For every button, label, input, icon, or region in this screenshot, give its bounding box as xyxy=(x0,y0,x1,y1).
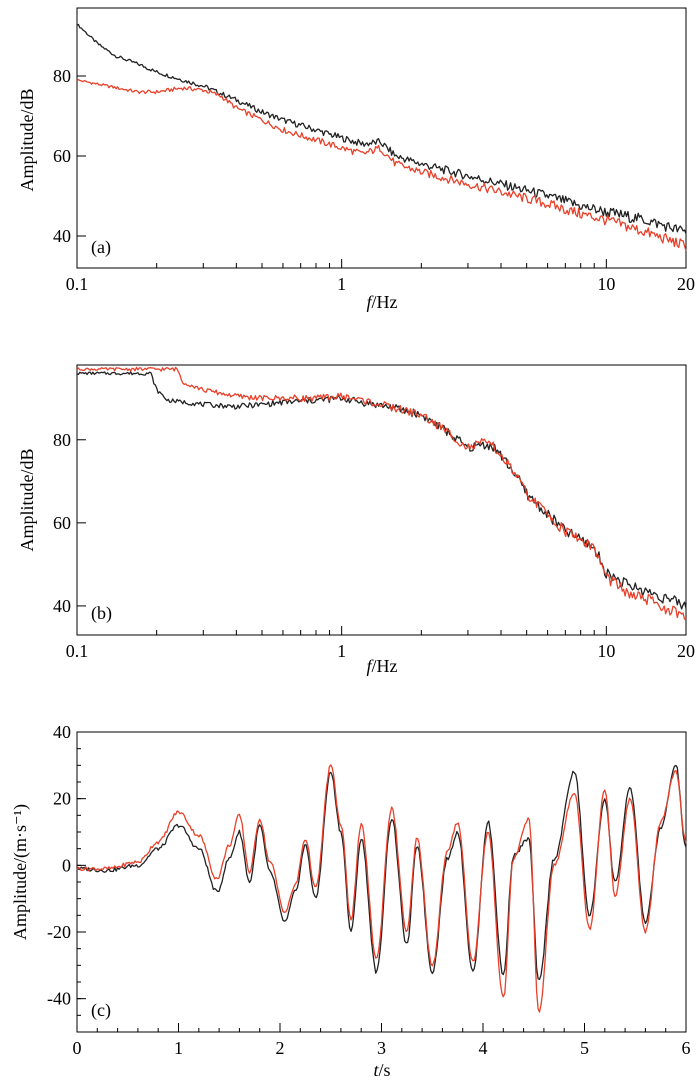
x-tick-label: 4 xyxy=(479,1038,488,1058)
panel-c-x-axis-unit: /s xyxy=(379,1060,391,1080)
panel-a-label: (a) xyxy=(91,237,111,258)
panel-b-x-axis-title: f/Hz xyxy=(366,656,397,676)
panel-a-x-axis-unit: /Hz xyxy=(372,292,398,312)
panel-c-series xyxy=(76,764,687,1013)
series-red-line xyxy=(76,764,687,1013)
panel-c-label: (c) xyxy=(91,1000,111,1021)
x-tick-label: 2 xyxy=(276,1038,285,1058)
panel-c-ticks: 0 1 2 3 4 5 6 -40 -20 0 20 40 xyxy=(47,722,691,1058)
x-tick-label: 0.1 xyxy=(66,274,89,294)
panel-c-x-axis-title: t/s xyxy=(373,1060,390,1080)
series-black-line xyxy=(76,371,687,610)
series-black-line xyxy=(76,23,687,234)
panel-b-label: (b) xyxy=(91,603,112,624)
panel-a-x-axis-title: f/Hz xyxy=(366,292,397,312)
y-tick-label: 80 xyxy=(53,430,71,450)
panel-b-x-axis-var: f xyxy=(366,656,374,676)
panel-a-frame xyxy=(76,7,687,269)
y-tick-label: -40 xyxy=(47,989,71,1009)
panel-a-ticks: 0.1 1 10 20 40 60 80 xyxy=(53,66,695,294)
panel-b-y-axis-title: Amplitude/dB xyxy=(17,449,37,552)
series-red-line xyxy=(76,79,687,252)
x-tick-label: 10 xyxy=(597,641,615,661)
y-tick-label: 40 xyxy=(53,722,71,742)
x-tick-label: 5 xyxy=(580,1038,589,1058)
y-tick-label: 60 xyxy=(53,513,71,533)
panel-c-x-axis-var: t xyxy=(373,1060,379,1080)
x-tick-label: 0 xyxy=(73,1038,82,1058)
panel-b-series xyxy=(76,366,687,620)
panel-a-series xyxy=(76,23,687,252)
x-tick-label: 20 xyxy=(677,274,695,294)
panel-b-x-axis-unit: /Hz xyxy=(372,656,398,676)
y-tick-label: 20 xyxy=(53,789,71,809)
x-tick-label: 1 xyxy=(174,1038,183,1058)
panel-c-y-axis-title: Amplitude/(m·s⁻¹) xyxy=(10,804,31,940)
y-tick-label: 80 xyxy=(53,66,71,86)
panel-a-x-axis-var: f xyxy=(366,292,374,312)
x-tick-label: 10 xyxy=(597,274,615,294)
series-red-line xyxy=(76,366,687,620)
panel-a-y-axis-title: Amplitude/dB xyxy=(17,89,37,192)
panel-c: 0 1 2 3 4 5 6 -40 -20 0 20 40 (c) Amplitude/(m·s⁻¹)… xyxy=(10,722,691,1080)
y-tick-label: 60 xyxy=(53,146,71,166)
x-tick-label: 1 xyxy=(337,274,346,294)
x-tick-label: 3 xyxy=(377,1038,386,1058)
x-tick-label: 20 xyxy=(677,641,695,661)
panel-b: 0.1 1 10 20 40 60 80 (b) Amplitude/dB f/Hz xyxy=(17,364,695,676)
panel-b-ticks: 0.1 1 10 20 40 60 80 xyxy=(53,430,695,661)
y-tick-label: -20 xyxy=(47,922,71,942)
panel-b-frame xyxy=(76,364,687,636)
y-tick-label: 0 xyxy=(62,855,71,875)
series-black-line xyxy=(76,764,687,981)
x-tick-label: 0.1 xyxy=(66,641,89,661)
y-tick-label: 40 xyxy=(53,226,71,246)
x-tick-label: 6 xyxy=(682,1038,691,1058)
x-tick-label: 1 xyxy=(337,641,346,661)
panel-a: 0.1 1 10 20 40 60 80 (a) Amplitude/dB f/Hz xyxy=(17,7,695,312)
y-tick-label: 40 xyxy=(53,596,71,616)
